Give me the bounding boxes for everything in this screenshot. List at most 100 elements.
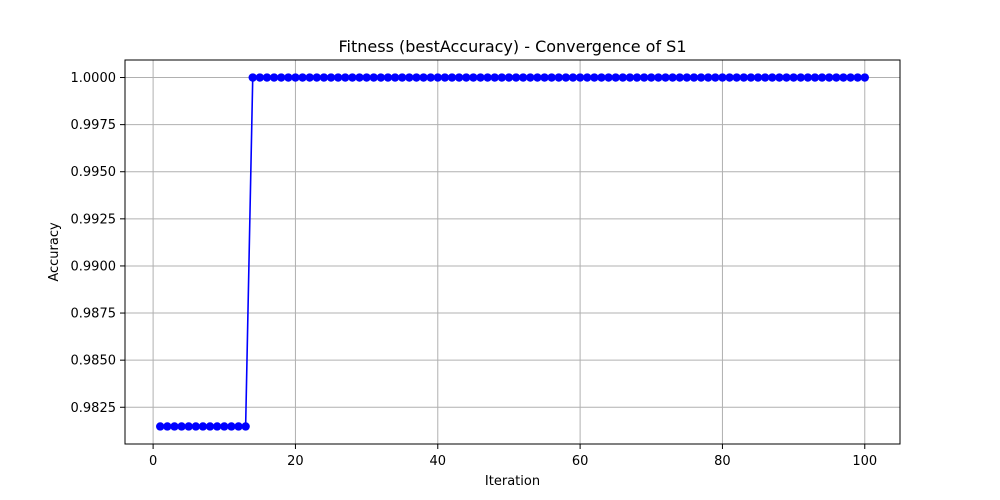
data-point <box>483 73 492 82</box>
data-point <box>632 73 642 82</box>
y-tick-label: 1.0000 <box>71 71 117 86</box>
data-point <box>462 73 471 82</box>
data-point <box>611 73 620 82</box>
data-point <box>419 73 428 82</box>
data-point <box>476 73 485 82</box>
y-tick-label: 0.9825 <box>71 401 117 416</box>
data-point <box>348 73 357 82</box>
data-point <box>597 73 606 82</box>
data-point <box>533 73 542 82</box>
data-point <box>291 73 300 82</box>
data-point <box>362 73 371 82</box>
data-point <box>262 73 272 82</box>
data-point <box>725 73 734 82</box>
data-point <box>647 73 656 82</box>
data-point <box>255 73 265 82</box>
data-point <box>277 73 286 82</box>
y-tick-label: 0.9950 <box>71 165 117 180</box>
data-point <box>718 73 727 82</box>
data-point <box>554 73 563 82</box>
data-point <box>447 73 457 82</box>
data-point <box>853 73 862 82</box>
data-point <box>768 73 777 82</box>
data-point <box>547 73 556 82</box>
data-point <box>782 73 791 82</box>
data-point <box>198 422 208 431</box>
data-point <box>540 73 549 82</box>
data-point <box>177 422 186 431</box>
data-point <box>383 73 393 82</box>
data-point <box>284 73 293 82</box>
data-point <box>205 422 215 431</box>
plot-area-frame <box>124 59 901 445</box>
data-point <box>739 73 748 82</box>
data-point <box>184 422 193 431</box>
data-point <box>248 73 257 82</box>
data-point <box>526 73 535 82</box>
data-point <box>497 73 507 82</box>
data-point <box>846 73 855 82</box>
data-point <box>412 73 421 82</box>
y-axis-label: Accuracy <box>47 222 62 282</box>
data-point <box>575 73 585 82</box>
y-tick-label: 0.9850 <box>71 354 117 369</box>
data-point <box>746 73 756 82</box>
data-point <box>305 73 314 82</box>
data-point <box>376 73 386 82</box>
data-point <box>405 73 414 82</box>
x-tick-label: 80 <box>714 454 731 469</box>
data-point <box>561 73 571 82</box>
data-point <box>732 73 741 82</box>
data-point <box>568 73 578 82</box>
data-point <box>675 73 684 82</box>
x-tick-label: 60 <box>572 454 589 469</box>
data-point <box>711 73 720 82</box>
data-point <box>191 422 201 431</box>
data-point <box>639 73 649 82</box>
x-tick-label: 100 <box>852 454 877 469</box>
data-point <box>469 73 478 82</box>
data-point <box>227 422 236 431</box>
data-point <box>824 73 834 82</box>
data-point <box>426 73 435 82</box>
data-point <box>704 73 713 82</box>
chart-title: Fitness (bestAccuracy) - Convergence of … <box>338 37 686 56</box>
data-point <box>518 73 528 82</box>
data-points <box>156 73 869 431</box>
data-point <box>333 73 343 82</box>
y-tick-label: 0.9925 <box>71 212 117 227</box>
data-point <box>341 73 350 82</box>
data-point <box>156 422 165 431</box>
y-tick-label: 0.9975 <box>71 118 117 133</box>
data-point <box>490 73 499 82</box>
data-point <box>369 73 378 82</box>
data-point <box>810 73 820 82</box>
data-point <box>355 73 364 82</box>
data-point <box>583 73 592 82</box>
data-point <box>504 73 514 82</box>
data-point <box>220 422 229 431</box>
x-tick-label: 0 <box>149 454 157 469</box>
data-point <box>326 73 336 82</box>
x-axis-ticks: 0 20 40 60 80 100 <box>149 444 877 469</box>
y-axis-ticks: 0.9825 0.9850 0.9875 0.9900 0.9925 0.9950 0.99… <box>71 71 125 416</box>
data-point <box>212 422 222 431</box>
data-point <box>796 73 805 82</box>
data-point <box>269 73 279 82</box>
data-point <box>654 73 663 82</box>
data-point <box>397 73 407 82</box>
data-point <box>618 73 628 82</box>
data-point <box>590 73 599 82</box>
data-point <box>625 73 635 82</box>
data-point <box>440 73 450 82</box>
data-point <box>312 73 321 82</box>
data-point <box>775 73 784 82</box>
data-point <box>839 73 848 82</box>
data-point <box>760 73 770 82</box>
data-point <box>753 73 763 82</box>
series-line <box>160 76 865 428</box>
x-tick-label: 20 <box>287 454 304 469</box>
series-line-group <box>160 76 865 428</box>
